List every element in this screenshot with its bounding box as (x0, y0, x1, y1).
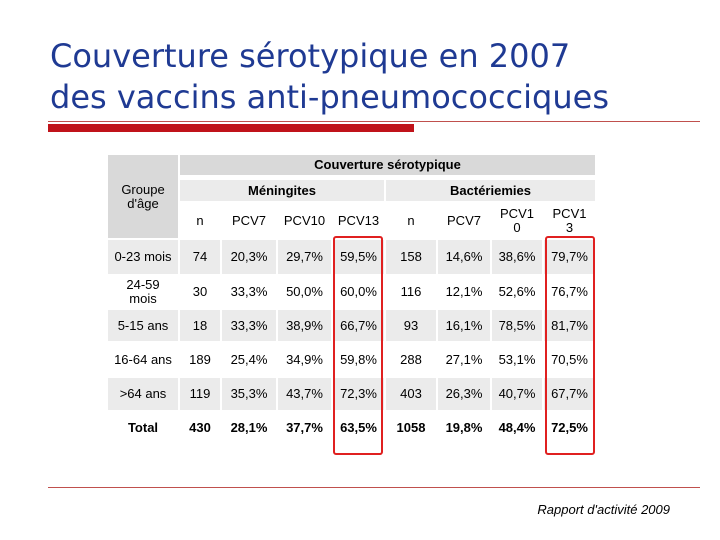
column-header: n (407, 212, 415, 228)
table-cell: 43,7% (278, 378, 331, 410)
table-cell: 116 (400, 284, 422, 299)
slide-title-line1: Couverture sérotypique en 2007 (50, 37, 571, 75)
table-cell: 403 (386, 378, 436, 410)
table-cell: 70,5% (551, 351, 588, 367)
table-cell: 59,8% (340, 351, 377, 367)
table-cell: 27,1% (445, 351, 483, 367)
footer-source: Rapport d'activité 2009 (537, 502, 670, 517)
row-label: 0-23 mois (108, 240, 178, 274)
table-cell: 34,9% (286, 351, 323, 367)
table-cell: 67,7% (544, 378, 595, 410)
column-header: PCV10 (283, 212, 326, 228)
table-cell: 16,1% (438, 310, 490, 341)
row-label: >64 ans (108, 378, 178, 410)
title-accent-bar (48, 124, 414, 132)
column-header: PCV7 (447, 212, 481, 228)
table-cell: 52,6% (498, 284, 536, 299)
pcv13-meningites-highlight (333, 236, 383, 455)
table-cell: 50,0% (286, 284, 323, 299)
group-header: Groupe d'âge (108, 155, 178, 238)
table-cell: 12,1% (445, 284, 483, 299)
table-cell: 26,3% (438, 378, 490, 410)
table-cell: 93 (386, 310, 436, 341)
table-cell: 38,6% (492, 240, 542, 274)
table-cell: 74 (180, 240, 220, 274)
row-label: Total (127, 419, 159, 435)
super-header: Couverture sérotypique (180, 155, 595, 175)
slide-title-line2: des vaccins anti-pneumococciques (50, 78, 609, 116)
row-label: 16-64 ans (114, 351, 172, 367)
slide-title: Couverture sérotypique en 2007 des vacci… (50, 36, 690, 118)
table-cell: 63,5% (340, 419, 377, 435)
column-header: PCV13 (337, 212, 380, 228)
table-cell: 30 (192, 284, 208, 299)
table-cell: 29,7% (278, 240, 331, 274)
meningites-header: Méningites (180, 180, 384, 201)
pcv13-bacteriemies-highlight (545, 236, 595, 455)
table-cell: 72,3% (333, 378, 384, 410)
table-cell: 48,4% (498, 419, 536, 435)
table-cell: 35,3% (222, 378, 276, 410)
table-cell: 20,3% (222, 240, 276, 274)
table-cell: 60,0% (340, 284, 377, 299)
table-cell: 53,1% (498, 351, 536, 367)
column-header: PCV7 (232, 212, 266, 228)
table-cell: 81,7% (544, 310, 595, 341)
table-cell: 158 (386, 240, 436, 274)
table-cell: 76,7% (551, 284, 588, 299)
table-cell: 18 (180, 310, 220, 341)
title-divider (48, 121, 700, 122)
table-cell: 33,3% (222, 310, 276, 341)
table-cell: 28,1% (230, 419, 268, 435)
table-cell: 33,3% (230, 284, 268, 299)
table-cell: 38,9% (278, 310, 331, 341)
table-cell: 19,8% (445, 419, 483, 435)
table-cell: 14,6% (438, 240, 490, 274)
column-header: n (196, 212, 204, 228)
table-cell: 79,7% (544, 240, 595, 274)
table-cell: 59,5% (333, 240, 384, 274)
column-header: PCV1 3 (552, 205, 587, 235)
table-cell: 288 (400, 351, 422, 367)
row-label: 24-59 mois (126, 277, 160, 306)
bacteriemies-header: Bactériemies (386, 180, 595, 201)
row-label: 5-15 ans (108, 310, 178, 341)
table-cell: 37,7% (286, 419, 323, 435)
column-header: PCV1 0 (500, 205, 534, 235)
table-cell: 78,5% (492, 310, 542, 341)
footer-divider (48, 487, 700, 488)
table-cell: 189 (189, 351, 211, 367)
table-cell: 1058 (396, 419, 426, 435)
table-cell: 119 (180, 378, 220, 410)
table-cell: 430 (189, 419, 211, 435)
table-cell: 25,4% (230, 351, 268, 367)
table-cell: 40,7% (492, 378, 542, 410)
table-cell: 72,5% (551, 419, 588, 435)
table-cell: 66,7% (333, 310, 384, 341)
